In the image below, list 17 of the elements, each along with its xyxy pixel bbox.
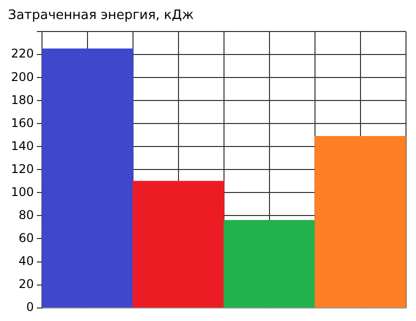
y-tick-label: 20	[18, 276, 34, 291]
bar	[42, 48, 134, 308]
bar	[224, 220, 316, 308]
bar	[314, 136, 406, 308]
y-tick-label: 40	[18, 254, 34, 268]
y-tick-label: 60	[18, 230, 34, 245]
chart-title: Затраченная энергия, кДж	[8, 8, 194, 24]
bar	[132, 180, 224, 308]
y-tick-label: 200	[11, 70, 34, 84]
y-tick-label: 100	[11, 184, 34, 199]
y-tick-label: 0	[26, 300, 34, 314]
y-tick-label: 120	[11, 162, 34, 176]
y-tick-label: 220	[11, 46, 34, 61]
y-tick-label: 180	[11, 92, 34, 107]
y-tick-label: 80	[18, 208, 34, 222]
y-tick-label: 160	[11, 116, 34, 130]
y-tick-label: 140	[11, 138, 34, 153]
